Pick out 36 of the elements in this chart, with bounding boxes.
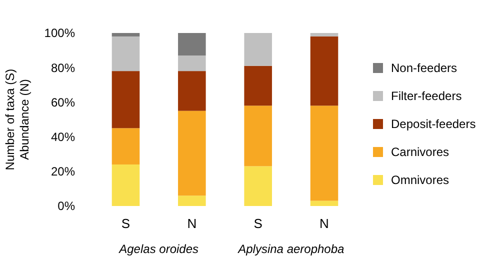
bar [112, 71, 140, 128]
bar [178, 55, 206, 72]
bar [310, 33, 338, 36]
bar [310, 200, 338, 206]
bar [244, 166, 272, 206]
bar [112, 36, 140, 72]
bar [178, 71, 206, 111]
x-tick-label: S [121, 216, 130, 231]
y-tick-label: 0% [58, 199, 76, 214]
legend-label: Filter-feeders [391, 89, 462, 104]
legend-label: Carnivores [391, 145, 450, 160]
x-tick-label: N [187, 216, 197, 231]
bar [244, 106, 272, 166]
bar [178, 196, 206, 206]
bar [112, 128, 140, 164]
legend-label: Omnivores [391, 173, 450, 188]
y-tick-label: 80% [50, 60, 76, 75]
bar [244, 33, 272, 66]
y-tick-label: 60% [50, 95, 76, 110]
legend-label: Non-feeders [391, 61, 458, 76]
bar [244, 66, 272, 106]
y-tick-label: 20% [50, 164, 76, 179]
y-axis-title: Number of taxa (S) Abundance (N) [3, 68, 32, 170]
y-tick-label: 100% [44, 26, 76, 40]
bar [178, 33, 206, 56]
bar [112, 33, 140, 36]
y-tick-label: 40% [50, 130, 76, 144]
x-tick-label: S [254, 216, 263, 231]
bar [178, 110, 206, 196]
x-tick-label: N [320, 216, 329, 231]
bar [112, 164, 140, 206]
text: Agelas oroides [118, 242, 199, 256]
legend-label: Deposit-feeders [391, 117, 476, 132]
text: Aplysina aerophoba [237, 242, 345, 256]
bar [310, 36, 338, 106]
bar [310, 106, 338, 201]
